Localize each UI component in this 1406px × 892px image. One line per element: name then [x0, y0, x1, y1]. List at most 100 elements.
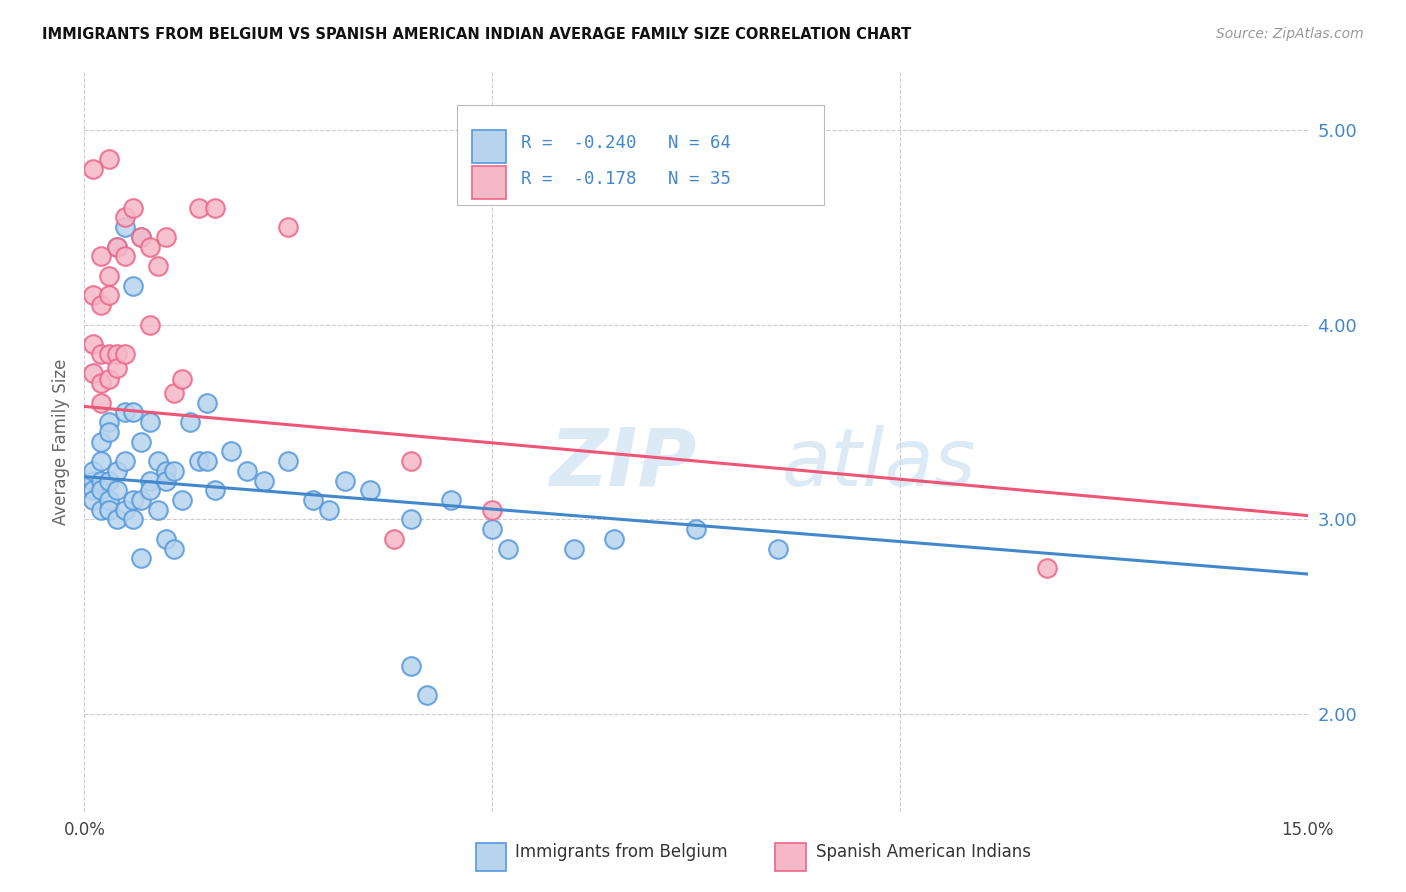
Point [97, 152, 120, 166]
Point [114, 211, 136, 225]
Point [359, 483, 381, 498]
Point [82, 483, 104, 498]
Point [277, 454, 299, 468]
Point [179, 415, 201, 429]
Point [172, 493, 194, 508]
Point [82, 288, 104, 302]
Point [195, 395, 218, 409]
Point [131, 230, 153, 244]
Point [131, 493, 153, 508]
Point [163, 385, 186, 400]
Text: Source: ZipAtlas.com: Source: ZipAtlas.com [1216, 27, 1364, 41]
Point [97, 425, 120, 439]
Bar [475, 843, 506, 871]
Point [90, 395, 112, 409]
Point [97, 415, 120, 429]
Text: Immigrants from Belgium: Immigrants from Belgium [515, 844, 727, 862]
Point [138, 483, 160, 498]
Point [105, 360, 128, 375]
Point [122, 405, 145, 419]
Point [114, 250, 136, 264]
Point [82, 464, 104, 478]
Point [97, 474, 120, 488]
Point [114, 347, 136, 361]
Point [114, 220, 136, 235]
Point [90, 474, 112, 488]
Point [172, 372, 194, 386]
Point [105, 512, 128, 526]
Point [82, 337, 104, 351]
Point [155, 230, 177, 244]
Point [440, 493, 463, 508]
Point [131, 551, 153, 566]
Point [82, 161, 104, 176]
Point [204, 483, 226, 498]
Text: R =  -0.178   N = 35: R = -0.178 N = 35 [522, 169, 731, 187]
Point [138, 240, 160, 254]
Point [90, 347, 112, 361]
Point [277, 220, 299, 235]
Bar [472, 130, 506, 163]
Point [399, 512, 422, 526]
Point [138, 474, 160, 488]
Point [603, 532, 626, 546]
Point [253, 474, 276, 488]
Point [163, 541, 186, 556]
Point [399, 658, 422, 673]
Y-axis label: Average Family Size: Average Family Size [52, 359, 70, 524]
Point [90, 434, 112, 449]
Point [131, 434, 153, 449]
Point [187, 201, 209, 215]
Point [155, 532, 177, 546]
Point [82, 367, 104, 381]
Point [301, 493, 323, 508]
Point [138, 415, 160, 429]
Point [481, 522, 503, 536]
Text: R =  -0.240   N = 64: R = -0.240 N = 64 [522, 134, 731, 152]
Point [122, 278, 145, 293]
Point [219, 444, 242, 458]
Point [105, 347, 128, 361]
Bar [776, 843, 806, 871]
Point [236, 464, 259, 478]
Point [90, 454, 112, 468]
Point [90, 298, 112, 312]
Point [481, 502, 503, 516]
Point [122, 201, 145, 215]
Point [114, 502, 136, 516]
Point [318, 502, 340, 516]
Point [97, 347, 120, 361]
Point [122, 512, 145, 526]
FancyBboxPatch shape [457, 104, 824, 204]
Point [114, 405, 136, 419]
Point [90, 502, 112, 516]
Point [335, 474, 357, 488]
Point [498, 541, 520, 556]
Text: ZIP: ZIP [550, 425, 696, 503]
Text: Spanish American Indians: Spanish American Indians [815, 844, 1031, 862]
Point [90, 376, 112, 390]
Point [105, 483, 128, 498]
Bar [472, 166, 506, 199]
Point [1035, 561, 1057, 575]
Point [685, 522, 707, 536]
Point [90, 250, 112, 264]
Point [416, 688, 439, 702]
Point [97, 502, 120, 516]
Point [195, 454, 218, 468]
Point [146, 259, 169, 273]
Point [97, 493, 120, 508]
Point [155, 464, 177, 478]
Point [105, 464, 128, 478]
Point [382, 532, 405, 546]
Point [163, 464, 186, 478]
Point [766, 541, 789, 556]
Point [562, 541, 585, 556]
Point [105, 240, 128, 254]
Point [97, 268, 120, 283]
Text: atlas: atlas [782, 425, 976, 503]
Text: IMMIGRANTS FROM BELGIUM VS SPANISH AMERICAN INDIAN AVERAGE FAMILY SIZE CORRELATI: IMMIGRANTS FROM BELGIUM VS SPANISH AMERI… [42, 27, 911, 42]
Point [114, 454, 136, 468]
Point [131, 230, 153, 244]
Point [187, 454, 209, 468]
